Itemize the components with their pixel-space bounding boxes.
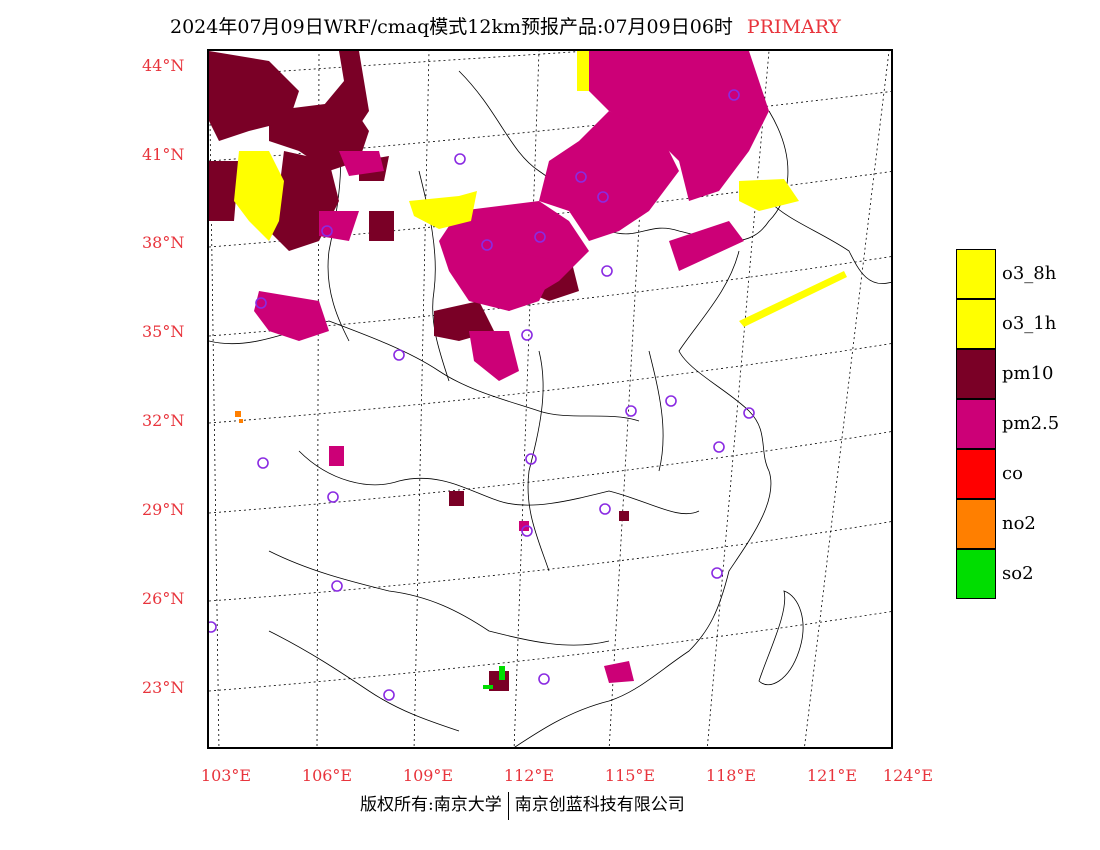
legend-swatch <box>956 399 996 449</box>
copyright-left: 版权所有:南京大学 <box>360 795 502 815</box>
pm10-regions <box>209 51 629 691</box>
title-main: 2024年07月09日WRF/cmaq模式12km预报产品:07月09日06时 <box>170 16 733 38</box>
lat-label-29: 29°N <box>142 500 185 519</box>
lon-label-109: 109°E <box>402 766 454 785</box>
legend-label: no2 <box>1002 513 1036 534</box>
lon-label-106: 106°E <box>301 766 353 785</box>
lat-label-41: 41°N <box>142 145 185 164</box>
legend-item-no2: no2 <box>956 499 1076 549</box>
copyright-right: 南京创蓝科技有限公司 <box>514 795 685 815</box>
legend-swatch <box>956 449 996 499</box>
pollutant-legend: o3_8h o3_1h pm10 pm2.5 co no2 so2 <box>956 249 1076 599</box>
lon-label-103: 103°E <box>200 766 252 785</box>
legend-swatch <box>956 249 996 299</box>
legend-swatch <box>956 349 996 399</box>
lon-label-112: 112°E <box>503 766 555 785</box>
legend-item-so2: so2 <box>956 549 1076 599</box>
pm25-regions <box>254 51 769 683</box>
lon-label-118: 118°E <box>705 766 757 785</box>
legend-label: o3_8h <box>1002 263 1057 284</box>
lat-label-23: 23°N <box>142 678 185 697</box>
lat-label-26: 26°N <box>142 589 185 608</box>
legend-label: pm2.5 <box>1002 413 1060 434</box>
map-canvas <box>209 51 891 747</box>
lat-label-38: 38°N <box>142 233 185 252</box>
minor-pollutants <box>235 411 505 689</box>
legend-swatch <box>956 549 996 599</box>
station-markers <box>209 89 755 701</box>
legend-item-o3-8h: o3_8h <box>956 249 1076 299</box>
legend-swatch <box>956 299 996 349</box>
legend-item-co: co <box>956 449 1076 499</box>
legend-item-pm10: pm10 <box>956 349 1076 399</box>
o3-regions <box>234 51 847 327</box>
legend-label: pm10 <box>1002 363 1054 384</box>
pollution-map <box>207 49 893 749</box>
lon-label-124: 124°E <box>882 766 934 785</box>
legend-label: so2 <box>1002 563 1034 584</box>
legend-item-o3-1h: o3_1h <box>956 299 1076 349</box>
legend-label: co <box>1002 463 1023 484</box>
legend-swatch <box>956 499 996 549</box>
footer-separator <box>507 791 509 820</box>
lon-label-121: 121°E <box>806 766 858 785</box>
lat-label-32: 32°N <box>142 411 185 430</box>
lon-label-115: 115°E <box>604 766 656 785</box>
title-tag: PRIMARY <box>746 16 841 38</box>
lat-label-35: 35°N <box>142 322 185 341</box>
copyright-footer: 版权所有:南京大学 南京创蓝科技有限公司 <box>360 790 685 820</box>
lat-label-44: 44°N <box>142 56 185 75</box>
legend-label: o3_1h <box>1002 313 1057 334</box>
legend-item-pm25: pm2.5 <box>956 399 1076 449</box>
map-title: 2024年07月09日WRF/cmaq模式12km预报产品:07月09日06时 P… <box>170 12 841 39</box>
